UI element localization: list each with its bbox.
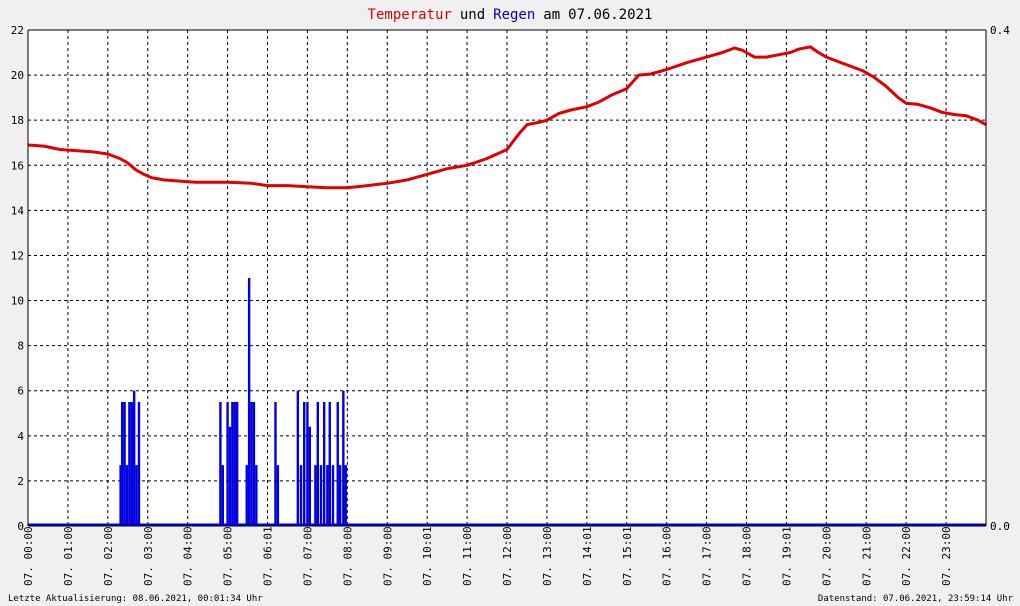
rain-bar bbox=[132, 390, 136, 526]
x-tick-label: 07. 14:01 bbox=[581, 526, 594, 586]
rain-bar bbox=[322, 402, 326, 526]
rain-bar bbox=[235, 402, 239, 526]
rain-bar bbox=[119, 465, 122, 526]
rain-bar bbox=[255, 465, 258, 526]
rain-bar bbox=[326, 465, 329, 526]
x-tick-label: 07. 09:00 bbox=[381, 526, 394, 586]
rain-bar bbox=[276, 465, 280, 526]
rain-bar bbox=[308, 426, 312, 526]
grid bbox=[28, 29, 986, 526]
x-tick-label: 07. 01:00 bbox=[62, 526, 75, 586]
y-left-tick-label: 22 bbox=[11, 24, 24, 37]
x-tick-label: 07. 23:00 bbox=[940, 526, 953, 586]
x-tick-label: 07. 19:01 bbox=[780, 526, 793, 586]
x-tick-label: 07. 07:00 bbox=[301, 526, 314, 586]
x-tick-label: 07. 03:00 bbox=[142, 526, 155, 586]
chart-title: Temperatur und Regen am 07.06.2021 bbox=[368, 7, 653, 23]
y-left-tick-label: 18 bbox=[11, 114, 24, 127]
title-temperature: Temperatur bbox=[368, 7, 452, 23]
rain-bar bbox=[342, 390, 345, 526]
rain-bar bbox=[125, 465, 129, 526]
y-left-tick-label: 0 bbox=[17, 520, 24, 533]
rain-bar bbox=[135, 465, 138, 526]
y-left-tick-label: 20 bbox=[11, 69, 24, 82]
rain-bar bbox=[306, 402, 309, 526]
rain-bar bbox=[247, 278, 251, 526]
x-tick-label: 07. 04:00 bbox=[182, 526, 195, 586]
title-rain: Regen bbox=[493, 7, 535, 23]
title-am: am bbox=[543, 7, 560, 23]
y-left-tick-label: 12 bbox=[11, 249, 24, 262]
rain-bar bbox=[328, 402, 331, 526]
x-tick-label: 07. 17:00 bbox=[701, 526, 714, 586]
title-und: und bbox=[460, 7, 485, 23]
y-left-tick-label: 16 bbox=[11, 159, 24, 172]
x-tick-label: 07. 05:00 bbox=[222, 526, 235, 586]
rain-bar bbox=[319, 465, 323, 526]
rain-bar bbox=[228, 426, 232, 526]
rain-bar bbox=[221, 465, 224, 526]
footer-last-update: Letzte Aktualisierung: 08.06.2021, 00:01… bbox=[8, 594, 263, 604]
temperature-series bbox=[27, 45, 987, 190]
rain-bar bbox=[336, 402, 339, 526]
y-left-tick-label: 2 bbox=[17, 475, 24, 488]
rain-bar bbox=[226, 402, 229, 526]
rain-bar bbox=[303, 402, 306, 526]
rain-bar bbox=[231, 402, 234, 526]
rain-series bbox=[28, 278, 986, 527]
y-left-tick-label: 4 bbox=[17, 430, 24, 443]
rain-bar bbox=[123, 402, 126, 526]
x-tick-label: 07. 06:01 bbox=[262, 526, 275, 586]
rain-bar bbox=[316, 402, 319, 526]
x-tick-label: 07. 10:01 bbox=[421, 526, 434, 586]
y-right-tick-label: 0.4 bbox=[990, 24, 1010, 37]
x-tick-label: 07. 18:00 bbox=[741, 526, 754, 586]
y-left-tick-label: 8 bbox=[17, 340, 24, 353]
x-tick-label: 07. 02:00 bbox=[102, 526, 115, 586]
rain-bar bbox=[121, 402, 124, 526]
rain-bar bbox=[130, 402, 133, 526]
rain-bar bbox=[299, 465, 303, 526]
x-tick-label: 07. 20:00 bbox=[820, 526, 833, 586]
x-tick-label: 07. 11:00 bbox=[461, 526, 474, 586]
x-tick-label: 07. 13:00 bbox=[541, 526, 554, 586]
rain-bar bbox=[331, 465, 335, 526]
tick-labels: 0 2 4 6 8 10 12 14 16 18 20 22 0.0 0.4 07. 00:00 07. 01… bbox=[11, 24, 1010, 586]
rain-bar bbox=[344, 465, 347, 526]
rain-bar bbox=[338, 465, 342, 526]
x-tick-label: 07. 16:00 bbox=[661, 526, 674, 586]
rain-bar bbox=[296, 390, 300, 526]
footer-data-state: Datenstand: 07.06.2021, 23:59:14 Uhr bbox=[818, 594, 1014, 604]
axes bbox=[27, 29, 987, 527]
rain-bar bbox=[137, 402, 141, 526]
rain-bar bbox=[252, 402, 256, 526]
rain-bar bbox=[274, 402, 277, 526]
x-tick-label: 07. 12:00 bbox=[501, 526, 514, 586]
rain-bar bbox=[219, 402, 222, 526]
y-left-tick-label: 6 bbox=[17, 385, 24, 398]
rain-bar bbox=[245, 465, 248, 526]
x-tick-label: 07. 15:01 bbox=[621, 526, 634, 586]
y-left-tick-label: 10 bbox=[11, 295, 24, 308]
x-tick-label: 07. 00:00 bbox=[22, 526, 35, 586]
x-tick-label: 07. 08:00 bbox=[341, 526, 354, 586]
y-left-tick-label: 14 bbox=[11, 204, 25, 217]
title-date: 07.06.2021 bbox=[568, 7, 652, 23]
rain-bar bbox=[233, 402, 236, 526]
rain-bar bbox=[128, 402, 131, 526]
x-tick-label: 07. 21:00 bbox=[860, 526, 873, 586]
x-tick-label: 07. 22:00 bbox=[900, 526, 913, 586]
rain-bar bbox=[250, 402, 253, 526]
rain-bar bbox=[314, 465, 317, 526]
temperature-line bbox=[27, 45, 987, 190]
y-right-tick-label: 0.0 bbox=[990, 520, 1010, 533]
